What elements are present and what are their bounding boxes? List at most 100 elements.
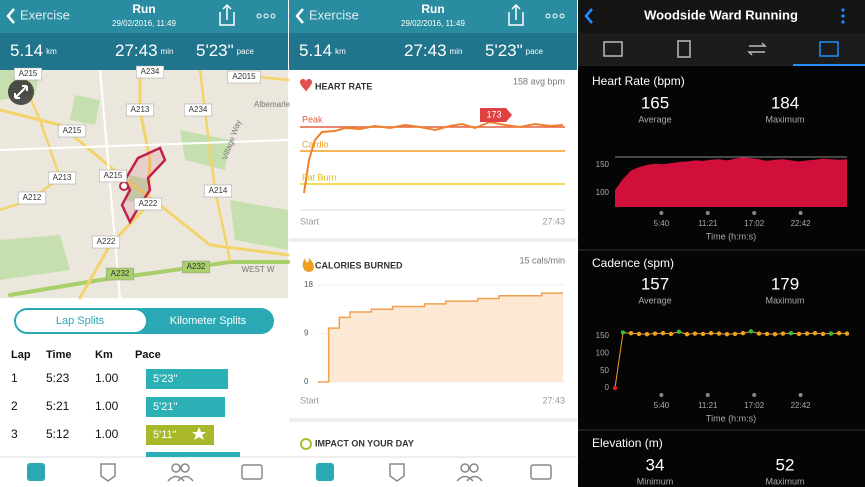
x-label: 27:43	[542, 216, 565, 226]
x-tick-label: 5:40	[654, 219, 670, 228]
pace-bar	[146, 452, 240, 457]
section-title: IMPACT ON YOUR DAY	[315, 438, 414, 448]
tab[interactable]: Lap Splits	[56, 315, 105, 327]
more-dot[interactable]	[263, 13, 269, 19]
section-title: HEART RATE	[315, 81, 372, 91]
pace: 5'21"	[153, 401, 177, 413]
road-label-box	[47, 171, 77, 185]
nav-icons[interactable]	[27, 463, 552, 482]
section-title: CALORIES BURNED	[315, 260, 403, 270]
garmin-background	[578, 0, 865, 487]
star-icon	[192, 427, 206, 440]
stat-value: 179	[771, 274, 799, 293]
cadence-point	[812, 330, 818, 336]
zone-label: Cardio	[302, 139, 329, 149]
map-label: A215	[104, 171, 123, 180]
cadence-point	[780, 331, 786, 336]
tab[interactable]: Kilometer Splits	[170, 315, 247, 327]
x-tick	[705, 211, 710, 215]
map-parks	[0, 70, 288, 280]
y-tick-label: 0	[304, 377, 309, 386]
x-tick-label: 22:42	[791, 401, 812, 410]
road-label-box	[135, 65, 165, 79]
y-tick-label: 50	[600, 366, 609, 375]
y-tick-label: 100	[596, 188, 610, 197]
cadence-point	[652, 331, 658, 336]
cadence-point	[620, 330, 626, 335]
map-label: Albemarle	[254, 100, 291, 109]
x-tick-label: 11:21	[698, 401, 718, 410]
stat-value: 157	[641, 274, 669, 293]
date: 29/02/2016, 11:49	[401, 19, 465, 28]
cadence-point	[724, 332, 730, 337]
cadence-point	[684, 332, 690, 337]
map-label: A214	[209, 186, 228, 195]
x-tick	[752, 393, 757, 397]
pace: 5'11"	[153, 429, 177, 441]
map-label: A212	[23, 193, 42, 202]
road-label-box	[181, 260, 211, 274]
pace-bar	[146, 397, 225, 417]
map-label: A234	[189, 105, 208, 114]
summary: 15 cals/min	[519, 255, 565, 265]
more-dot[interactable]	[545, 13, 551, 19]
stat-unit: km	[335, 47, 346, 56]
x-axis-label: Time (h:m:s)	[706, 231, 756, 241]
more-dot[interactable]	[552, 13, 558, 19]
summary: 158 avg bpm	[513, 76, 565, 86]
cadence-point	[716, 331, 722, 336]
cadence-point	[636, 331, 642, 337]
stat: 27:43 min	[404, 41, 462, 60]
stat-value: 184	[771, 93, 799, 112]
map-roads	[0, 68, 290, 300]
road-label-box	[105, 267, 135, 281]
pace-bar	[146, 369, 228, 389]
cadence-point	[788, 330, 794, 336]
map-label: A213	[53, 173, 72, 182]
y-tick-label: 18	[304, 280, 313, 289]
cadence-point	[660, 330, 666, 336]
x-label: Start	[300, 216, 320, 226]
back-icon[interactable]	[6, 8, 15, 24]
back-icon[interactable]	[295, 8, 304, 24]
x-tick	[705, 393, 710, 397]
cell: 5:12	[46, 427, 70, 441]
stat-label: Minimum	[637, 476, 674, 486]
y-tick-label: 9	[304, 329, 309, 338]
section-title: Heart Rate (bpm)	[592, 74, 685, 88]
stat-value: 5'23"	[196, 41, 234, 60]
more-dot[interactable]	[559, 13, 565, 19]
column-header: Km	[95, 349, 113, 361]
tab-inactive[interactable]	[16, 310, 146, 332]
title: Run	[132, 2, 155, 16]
stat: 5.14 km	[299, 41, 346, 60]
cadence-point	[612, 385, 618, 391]
y-tick-label: 150	[596, 160, 610, 169]
impact-icon	[300, 438, 312, 450]
stat-unit: min	[450, 47, 463, 56]
column-header: Time	[46, 349, 71, 361]
y-tick-label: 150	[596, 331, 610, 340]
cell: 1	[11, 371, 18, 385]
road-label-box	[183, 103, 213, 117]
menu-icon[interactable]	[841, 8, 845, 24]
back-icon[interactable]	[584, 8, 593, 24]
share-icon[interactable]	[508, 3, 524, 26]
cadence-point	[836, 330, 842, 336]
y-tick-label: 100	[596, 348, 610, 357]
cadence-point	[756, 331, 762, 336]
y-tick-label: 0	[605, 383, 610, 392]
cell: 1.00	[95, 399, 119, 413]
cadence-point	[796, 331, 802, 337]
cell: 5:21	[46, 399, 70, 413]
share-icon[interactable]	[219, 3, 235, 26]
more-dot[interactable]	[256, 13, 262, 19]
tab-icons[interactable]	[603, 40, 839, 58]
more-dot[interactable]	[270, 13, 276, 19]
heart-rate-line	[303, 120, 564, 194]
cadence-point	[692, 331, 698, 336]
pace: 5'23"	[153, 373, 177, 385]
flame-icon	[302, 258, 314, 272]
map-label: A222	[97, 237, 116, 246]
